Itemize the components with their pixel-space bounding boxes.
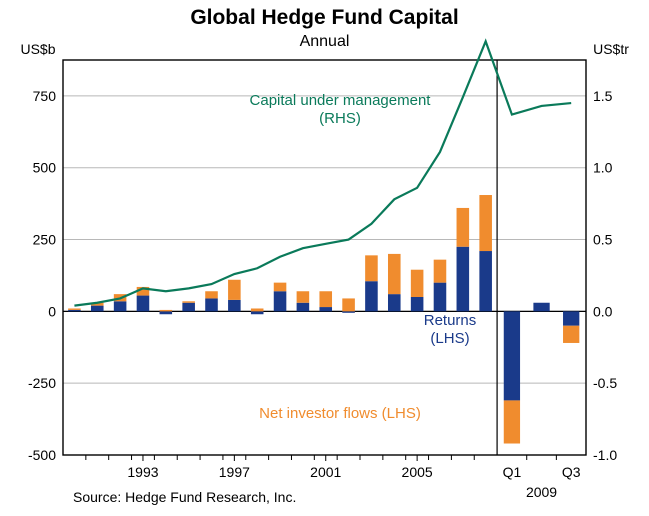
ytick-right: 0.0 [593,303,613,319]
bar-returns [251,311,264,314]
chart-container: -500 -250 0 250 500 750 -1.0 -0.5 0.0 0.5 1.0 1.5 US… [0,0,649,516]
chart-bg [0,0,649,516]
ytick-right: 1.0 [593,160,613,176]
bar-returns [563,311,579,325]
bar-returns [91,306,104,312]
bar-returns [160,311,173,314]
bar-returns [205,298,218,311]
bar-returns [274,291,287,311]
bar-returns [319,307,332,311]
bar-returns [533,303,549,312]
ann-flows: Net investor flows (LHS) [259,405,421,422]
bar-returns [68,310,81,311]
bar-flows [365,255,378,281]
bar-flows [205,291,218,298]
ytick-right: 1.5 [593,88,613,104]
bar-returns [297,303,310,312]
bar-flows [160,310,173,311]
chart-subtitle: Annual [300,33,350,50]
bar-flows [228,280,241,300]
bar-returns [434,283,447,312]
bar-returns [388,294,401,311]
xtick-label: 2005 [402,464,433,480]
bar-flows [388,254,401,294]
ann-capital-2: (RHS) [319,110,361,127]
ytick-left: 250 [33,232,57,248]
bar-returns [365,281,378,311]
right-axis-label: US$tr [593,41,629,57]
bar-flows [504,400,520,443]
bar-flows [563,326,579,343]
bar-flows [251,308,264,311]
ytick-left: 0 [48,303,56,319]
xtick-label: 2001 [310,464,341,480]
bar-flows [274,283,287,292]
left-axis-label: US$b [20,41,55,57]
ann-returns-2: (LHS) [430,330,469,347]
ytick-right: -1.0 [593,447,617,463]
bar-returns [228,300,241,311]
bar-returns [457,247,470,312]
bar-returns [411,297,424,311]
bar-returns [114,301,127,311]
bar-returns [182,303,195,312]
xtick-label: 1993 [127,464,158,480]
ytick-left: -500 [28,447,56,463]
xtick-label: 1997 [219,464,250,480]
ytick-left: -250 [28,375,56,391]
bar-flows [342,298,355,311]
bar-returns [137,296,150,312]
bar-flows [434,260,447,283]
bar-flows [411,270,424,297]
bar-flows [182,301,195,302]
chart-svg: -500 -250 0 250 500 750 -1.0 -0.5 0.0 0.5 1.0 1.5 US… [0,0,649,516]
ytick-right: 0.5 [593,232,613,248]
ytick-right: -0.5 [593,375,617,391]
bar-flows [297,291,310,302]
bar-flows [457,208,470,247]
ann-returns: Returns [424,312,477,329]
xtick-label-q: Q3 [562,464,581,480]
bar-flows [479,195,492,251]
ytick-left: 750 [33,88,57,104]
bar-flows [319,291,332,307]
chart-title: Global Hedge Fund Capital [190,6,458,29]
bar-returns [504,311,520,400]
bar-returns [479,251,492,311]
year-sublabel: 2009 [526,484,557,500]
ytick-left: 500 [33,160,57,176]
ann-capital: Capital under management [250,92,432,109]
bar-flows [68,308,81,309]
bar-returns [342,311,355,312]
source-text: Source: Hedge Fund Research, Inc. [73,489,296,505]
xtick-label-q: Q1 [503,464,522,480]
